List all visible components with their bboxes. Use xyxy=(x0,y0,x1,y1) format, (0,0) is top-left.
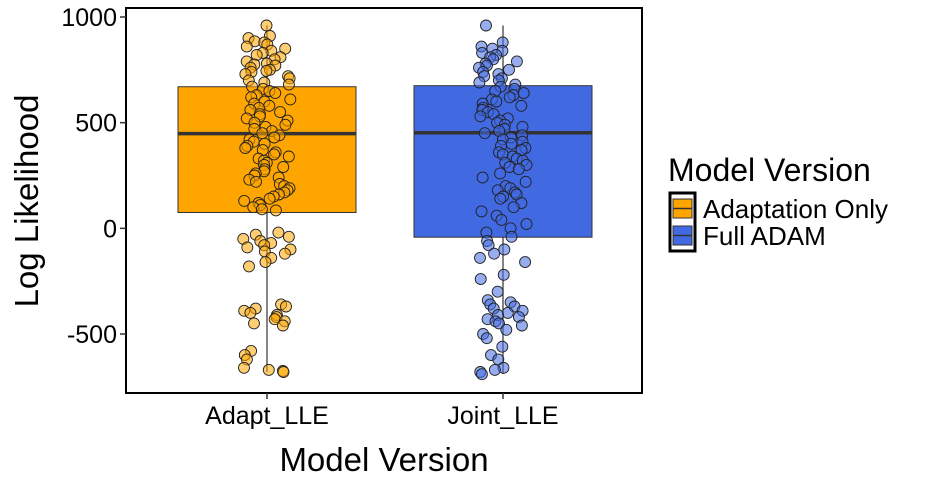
data-point xyxy=(272,226,285,239)
data-point xyxy=(269,204,282,217)
data-point xyxy=(274,106,287,119)
data-point xyxy=(519,175,532,188)
data-point xyxy=(248,317,260,330)
data-point xyxy=(282,78,295,91)
data-point xyxy=(282,230,295,243)
data-point xyxy=(282,150,295,163)
data-point xyxy=(260,19,273,32)
data-point xyxy=(256,127,269,140)
y-tick-label: 0 xyxy=(103,215,117,243)
data-point xyxy=(480,19,492,32)
legend-key-frame xyxy=(668,191,697,253)
x-tick-label: Joint_LLE xyxy=(447,402,558,430)
data-point xyxy=(277,161,290,173)
x-axis: Adapt_LLE Joint_LLE xyxy=(205,393,559,430)
data-point xyxy=(510,55,523,68)
data-point xyxy=(497,268,510,281)
data-point xyxy=(277,366,290,378)
data-point xyxy=(498,243,511,256)
data-point xyxy=(517,87,530,100)
data-point xyxy=(494,192,507,205)
data-point xyxy=(255,203,268,216)
data-point xyxy=(473,76,486,89)
data-point xyxy=(505,137,518,150)
data-point xyxy=(500,323,513,336)
data-point xyxy=(243,260,255,273)
data-point xyxy=(279,118,292,131)
data-point xyxy=(278,247,291,260)
data-point xyxy=(474,110,487,123)
y-tick-label: 500 xyxy=(75,110,117,138)
data-point xyxy=(495,213,508,226)
data-point xyxy=(475,368,488,381)
data-point xyxy=(280,300,292,313)
data-point xyxy=(262,363,275,376)
data-point xyxy=(268,131,281,144)
data-point xyxy=(263,192,276,205)
points-layer xyxy=(237,19,533,381)
legend-label: Adaptation Only xyxy=(703,194,888,224)
data-point xyxy=(496,340,509,353)
data-point xyxy=(519,256,532,269)
data-point xyxy=(507,201,520,214)
data-point xyxy=(492,353,505,366)
data-point xyxy=(503,91,516,104)
data-point xyxy=(491,285,504,298)
data-point xyxy=(260,64,273,77)
data-point xyxy=(276,319,289,332)
data-point xyxy=(238,361,250,374)
data-point xyxy=(240,40,253,53)
data-point xyxy=(269,87,282,100)
data-point xyxy=(238,194,251,207)
data-point xyxy=(480,332,493,345)
data-point xyxy=(488,363,501,376)
data-point xyxy=(488,247,501,260)
data-point xyxy=(244,306,257,319)
y-axis-title: Log Likelihood xyxy=(8,95,45,308)
data-point xyxy=(494,167,507,180)
data-point xyxy=(284,93,297,106)
data-point xyxy=(259,256,272,269)
data-point xyxy=(512,163,525,176)
legend-title: Model Version xyxy=(668,152,871,188)
data-point xyxy=(490,95,503,108)
x-axis-title: Model Version xyxy=(279,441,488,478)
y-tick-label: -500 xyxy=(67,321,117,349)
data-point xyxy=(515,319,528,332)
data-point xyxy=(239,142,252,154)
data-point xyxy=(476,171,489,184)
data-point xyxy=(478,127,491,140)
data-point xyxy=(474,251,486,264)
y-tick-label: 1000 xyxy=(61,4,117,32)
y-axis: 1000 500 0 -500 xyxy=(61,4,126,349)
data-point xyxy=(263,99,276,112)
data-point xyxy=(501,306,514,319)
legend-label: Full ADAM xyxy=(703,221,826,251)
x-tick-label: Adapt_LLE xyxy=(205,402,329,430)
data-point xyxy=(505,230,518,243)
data-point xyxy=(241,241,254,254)
data-point xyxy=(482,239,495,252)
data-point xyxy=(503,63,515,76)
data-point xyxy=(474,273,487,286)
data-point xyxy=(515,99,528,112)
data-point xyxy=(520,218,533,231)
data-point xyxy=(475,205,488,218)
data-point xyxy=(250,175,262,188)
data-point xyxy=(268,148,281,161)
